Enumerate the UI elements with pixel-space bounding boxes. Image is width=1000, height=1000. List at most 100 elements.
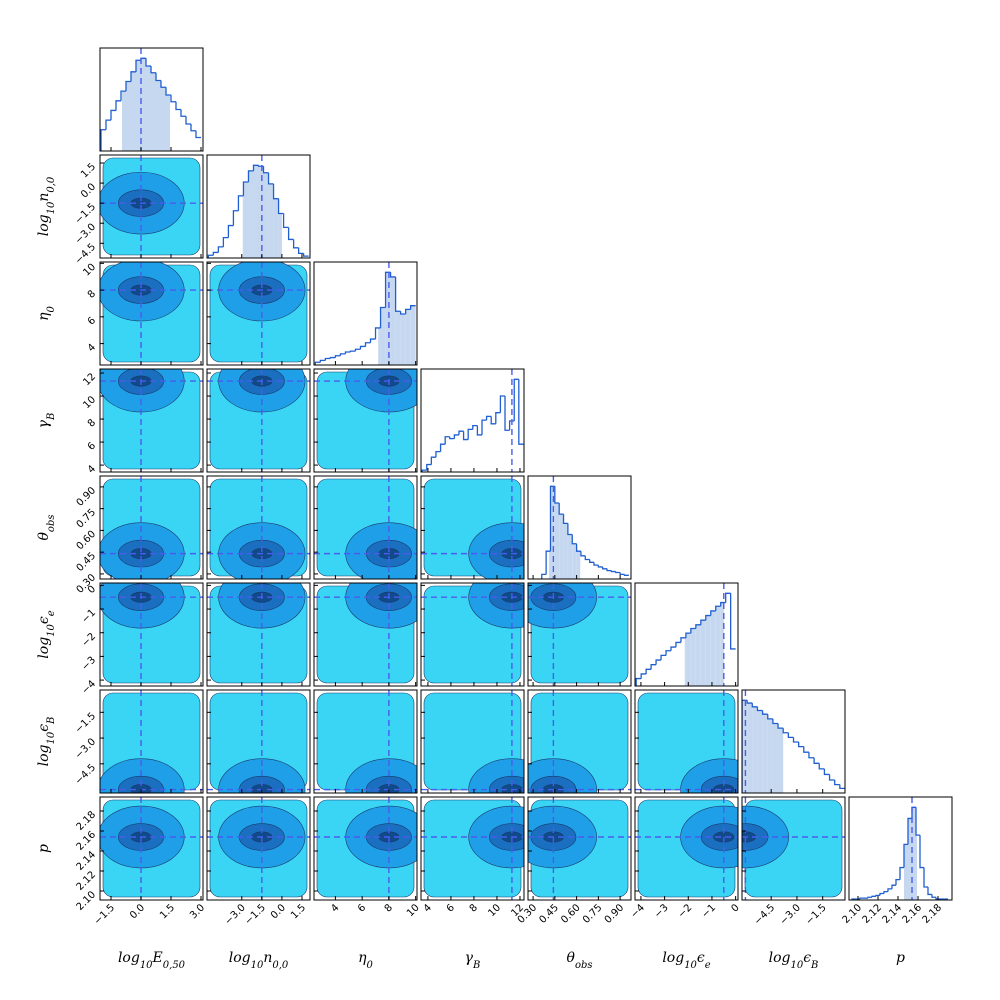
label-part: log bbox=[36, 745, 52, 767]
y-axis-label: log10ϵB bbox=[36, 717, 57, 767]
histogram-step bbox=[725, 592, 731, 603]
histogram-step bbox=[907, 817, 912, 845]
interval-fill bbox=[126, 81, 131, 151]
interval-fill bbox=[767, 718, 773, 793]
histogram-step bbox=[675, 641, 681, 648]
histogram-step bbox=[871, 895, 876, 898]
histogram-step bbox=[867, 896, 872, 899]
histogram-step bbox=[756, 706, 763, 712]
interval-fill bbox=[747, 703, 753, 793]
interval-fill bbox=[378, 327, 381, 365]
label-part: n bbox=[36, 193, 52, 202]
label-part: ϵ bbox=[36, 616, 52, 624]
histogram-step bbox=[232, 210, 239, 226]
panel-frame bbox=[741, 689, 846, 794]
histogram-step bbox=[180, 109, 186, 117]
histogram-step bbox=[319, 359, 326, 363]
label-part: B bbox=[46, 413, 57, 421]
histogram-step bbox=[344, 351, 351, 354]
credible-interval bbox=[742, 700, 784, 793]
histogram-step bbox=[655, 659, 662, 665]
histogram-step bbox=[782, 728, 789, 734]
label-part: 0 bbox=[367, 960, 374, 971]
interval-fill bbox=[700, 620, 706, 686]
interval-fill bbox=[772, 723, 779, 793]
panel bbox=[207, 583, 310, 686]
histogram-step bbox=[476, 425, 482, 436]
histogram-step bbox=[439, 443, 446, 452]
histogram-step bbox=[715, 605, 721, 611]
interval-fill bbox=[278, 213, 282, 258]
panel-frame bbox=[420, 368, 525, 473]
panel bbox=[100, 48, 201, 151]
interval-fill bbox=[559, 514, 564, 579]
histogram-step bbox=[227, 224, 234, 238]
histogram-step bbox=[135, 59, 141, 72]
panel-frame bbox=[99, 582, 204, 687]
interval-fill bbox=[690, 628, 696, 686]
panel bbox=[207, 155, 309, 258]
panel-frame bbox=[99, 368, 204, 473]
histogram-step bbox=[499, 395, 506, 413]
interval-fill bbox=[720, 602, 724, 686]
panel bbox=[528, 583, 631, 686]
panel bbox=[207, 797, 310, 900]
interval-fill bbox=[268, 183, 274, 258]
histogram-step bbox=[364, 342, 371, 347]
histogram-step bbox=[803, 746, 809, 753]
histogram-step bbox=[272, 183, 279, 200]
histogram-step bbox=[645, 668, 652, 674]
histogram-step bbox=[558, 502, 564, 515]
interval-fill bbox=[904, 844, 908, 900]
histogram-step bbox=[931, 894, 936, 898]
label-part: 10 bbox=[684, 960, 697, 971]
label-part: log bbox=[662, 950, 684, 966]
histogram-step bbox=[700, 619, 706, 625]
credible-interval bbox=[684, 602, 724, 686]
panel bbox=[635, 797, 738, 900]
histogram-step bbox=[720, 601, 726, 607]
interval-fill bbox=[908, 818, 912, 900]
panel bbox=[421, 369, 524, 472]
histogram-step bbox=[823, 768, 830, 776]
histogram-step bbox=[650, 664, 657, 670]
histogram-step bbox=[730, 593, 736, 650]
interval-fill bbox=[563, 523, 568, 579]
panel-frame bbox=[420, 689, 525, 794]
interval-fill bbox=[550, 486, 555, 579]
interval-fill bbox=[576, 551, 581, 579]
interval-fill bbox=[405, 309, 411, 365]
histogram-step bbox=[297, 247, 304, 255]
histogram-step bbox=[207, 254, 214, 258]
panel bbox=[635, 690, 738, 793]
panel-frame bbox=[99, 796, 204, 901]
histogram-step bbox=[541, 573, 547, 579]
histogram-step bbox=[369, 338, 376, 343]
histogram-step bbox=[504, 395, 510, 431]
panel-frame bbox=[206, 368, 311, 473]
histogram-step bbox=[242, 181, 249, 196]
histogram-step bbox=[597, 565, 603, 568]
panel-frame bbox=[527, 796, 632, 901]
panel-frame bbox=[99, 261, 204, 366]
histogram-step bbox=[467, 428, 473, 440]
label-part: 10 bbox=[251, 960, 264, 971]
histogram-step bbox=[462, 431, 469, 441]
histogram-step bbox=[619, 572, 625, 576]
histogram-step bbox=[277, 198, 284, 215]
histogram-step bbox=[606, 568, 612, 572]
histogram-step bbox=[923, 867, 928, 888]
histogram-step bbox=[545, 550, 551, 575]
interval-fill bbox=[549, 551, 551, 579]
label-part: log bbox=[118, 950, 140, 966]
histogram-step bbox=[105, 119, 111, 130]
histogram-step bbox=[554, 486, 560, 504]
interval-fill bbox=[248, 170, 254, 258]
panel-frame bbox=[527, 582, 632, 687]
interval-fill bbox=[757, 710, 763, 793]
histogram-step bbox=[518, 379, 524, 445]
panel bbox=[528, 797, 631, 900]
panel bbox=[207, 369, 310, 472]
label-part: e bbox=[705, 960, 711, 971]
x-axis-label: θobs bbox=[567, 950, 593, 971]
